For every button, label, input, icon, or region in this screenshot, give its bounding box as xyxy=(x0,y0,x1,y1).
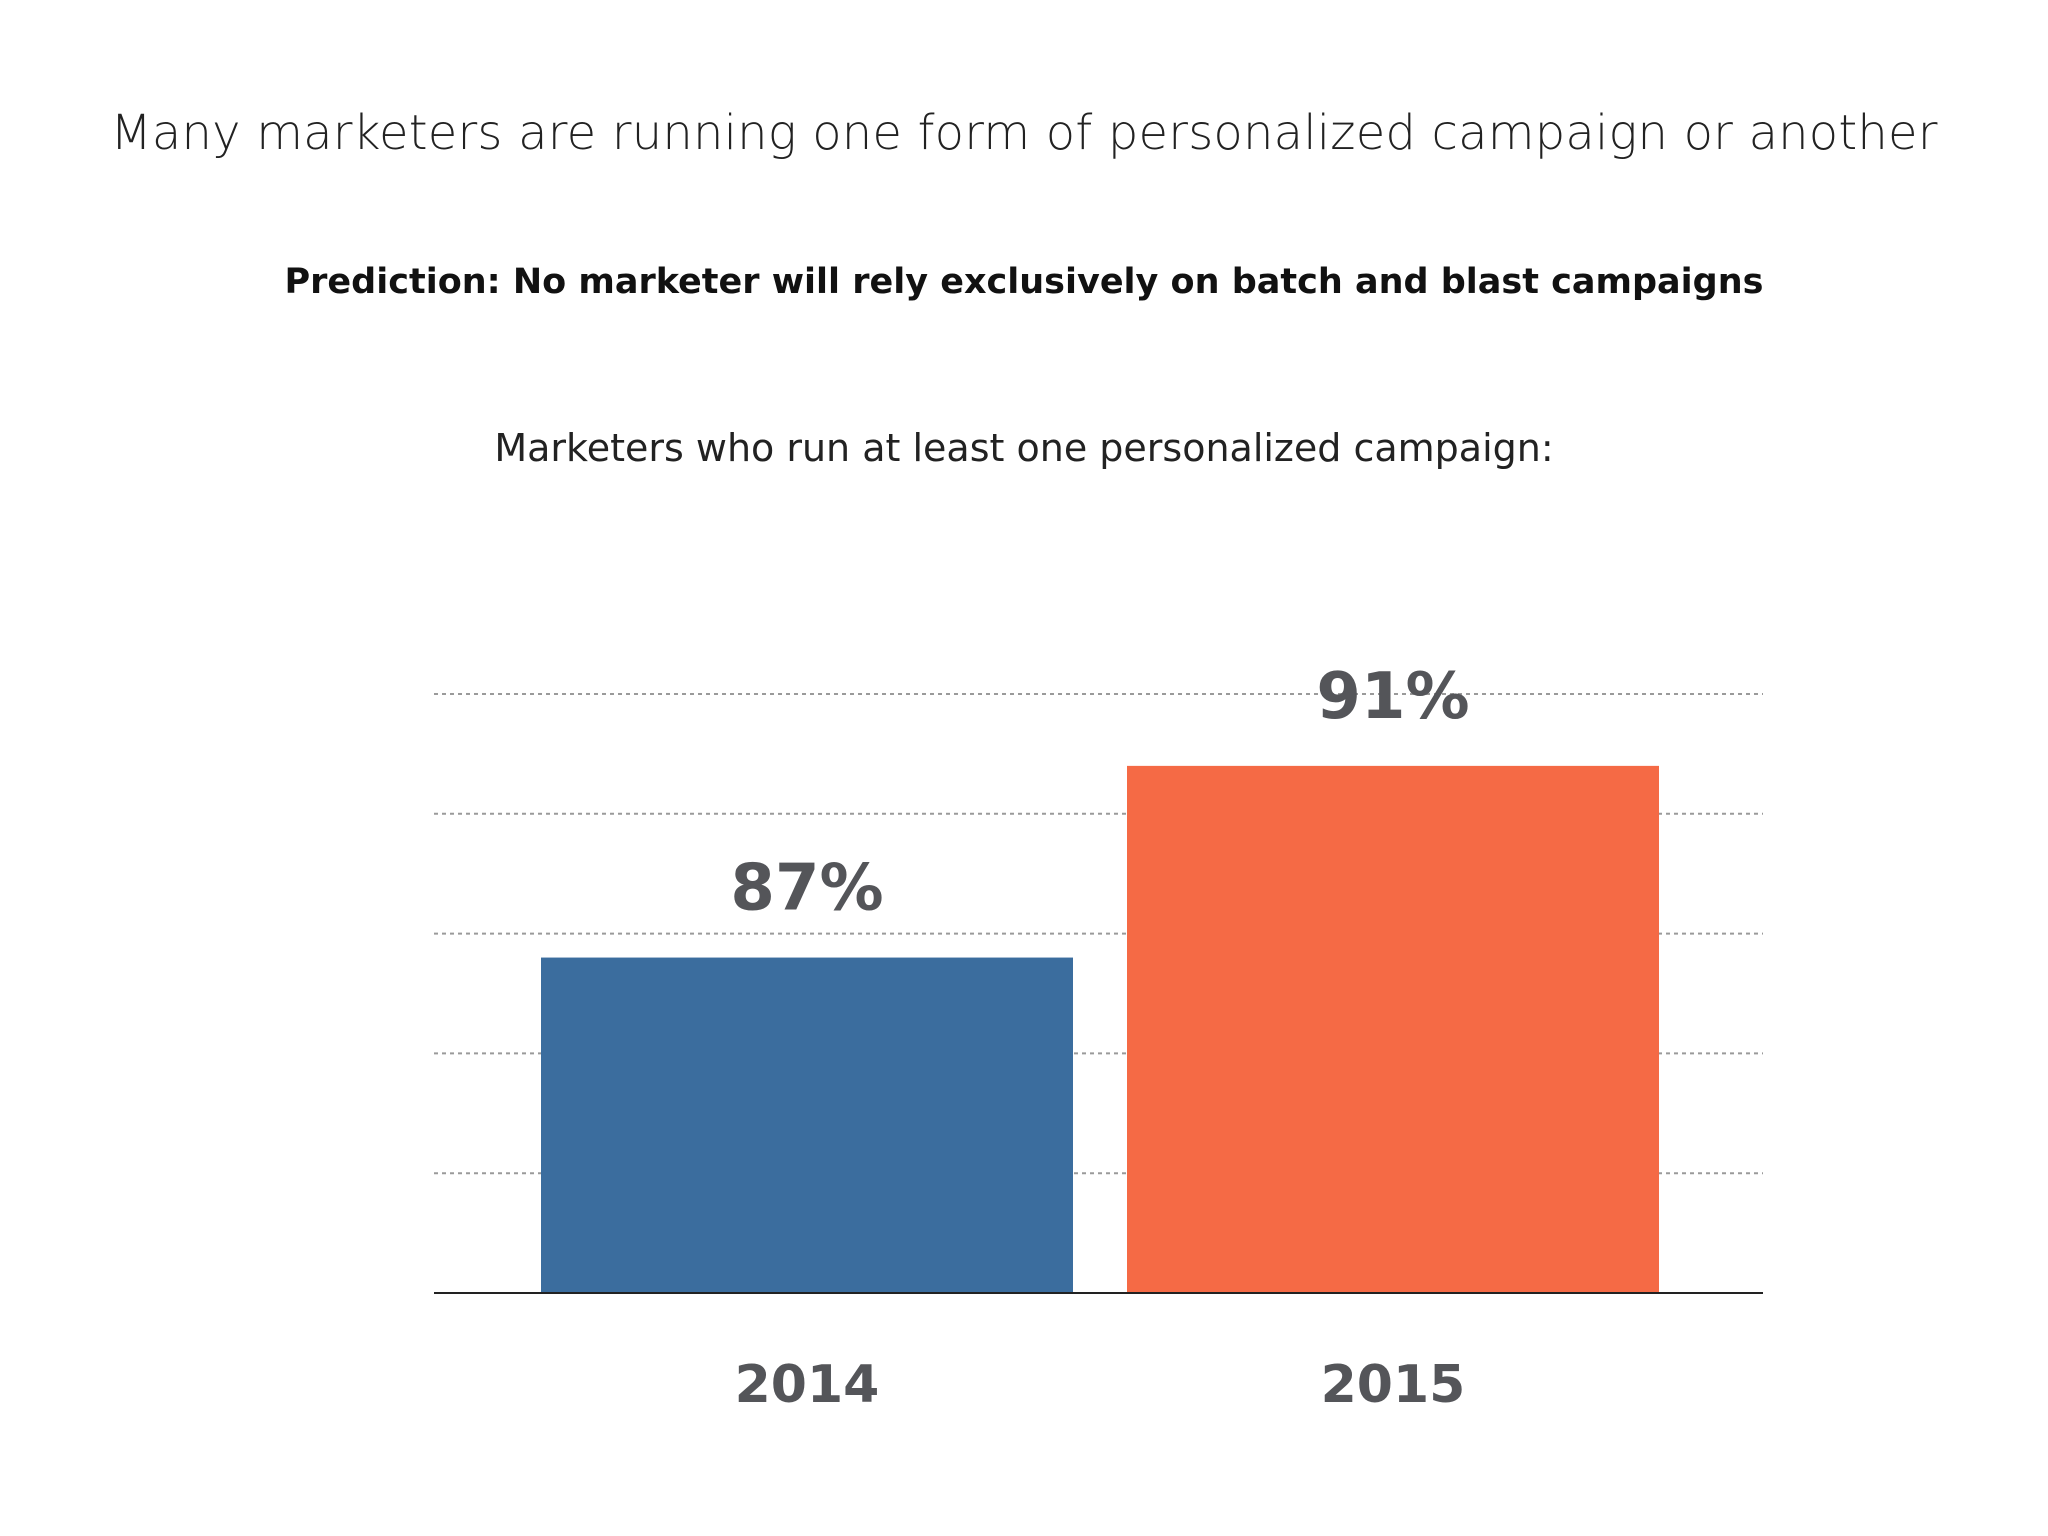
category-label-2014: 2014 xyxy=(735,1355,880,1415)
bars xyxy=(541,765,1659,1293)
prediction-text: Prediction: No marketer will rely exclus… xyxy=(284,262,1764,302)
bar-2015 xyxy=(1127,765,1659,1293)
value-label-2014: 87% xyxy=(730,852,883,926)
chart-title: Marketers who run at least one personali… xyxy=(494,426,1554,470)
page-title: Many marketers are running one form of p… xyxy=(110,105,1938,161)
labels: 87% 2014 91% 2015 xyxy=(730,660,1469,1415)
bar-2014 xyxy=(541,957,1073,1293)
category-label-2015: 2015 xyxy=(1321,1355,1466,1415)
value-label-2015: 91% xyxy=(1316,660,1469,734)
